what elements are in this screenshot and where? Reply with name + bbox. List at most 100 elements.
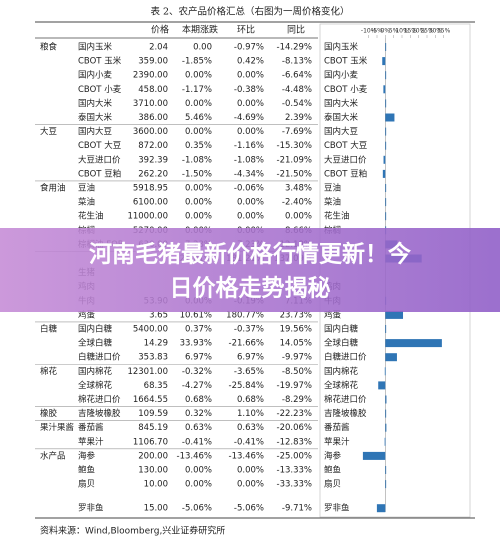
cell-value: 0.00%	[237, 466, 264, 476]
chart-category: 国内大米	[324, 98, 359, 109]
row-name: 鸡蛋	[78, 309, 96, 320]
chart-category: 海参	[324, 450, 342, 461]
group-label: 橡胶	[40, 408, 58, 419]
cell-value: -12.83%	[277, 437, 312, 447]
chart-category: CBOT 小麦	[324, 84, 368, 95]
cell-value: 0.00%	[185, 71, 212, 81]
cell-value: -6.64%	[282, 71, 312, 81]
row-name: 鲍鱼	[78, 465, 95, 476]
chart-category: 鲍鱼	[324, 465, 341, 476]
chart-category: 棉花进口价	[324, 394, 367, 405]
cell-value: -4.34%	[234, 169, 264, 179]
bar	[385, 310, 404, 319]
row-name: 苹果汁	[78, 436, 104, 447]
cell-value: -13.33%	[277, 466, 312, 476]
cell-value: -2.40%	[282, 198, 312, 208]
group-label: 棉花	[40, 366, 58, 377]
cell-value: -5.06%	[234, 504, 264, 514]
cell-value: 3710.00	[133, 99, 168, 109]
row-name: CBOT 玉米	[78, 56, 122, 67]
cell-value: 0.00%	[237, 127, 264, 137]
chart-category: 豆油	[324, 183, 341, 194]
group-label: 粮食	[40, 42, 58, 53]
chart-category: CBOT 豆粕	[324, 168, 367, 179]
cell-value: 14.29	[144, 339, 168, 349]
row-name: 白糖进口价	[78, 352, 121, 363]
cell-value: 2.04	[149, 43, 168, 53]
bar	[383, 85, 386, 94]
group-label: 果汁果酱	[40, 422, 75, 433]
group-label: 食用油	[40, 183, 66, 194]
row-name: CBOT 豆粕	[78, 168, 121, 179]
row-name: 扇贝	[78, 479, 95, 490]
chart-category: CBOT 大豆	[324, 140, 367, 151]
row-name: 大豆进口价	[78, 154, 121, 165]
cell-value: -19.97%	[277, 381, 312, 391]
cell-value: 3.65	[149, 310, 168, 320]
cell-value: -0.41%	[182, 437, 212, 447]
cell-value: -8.13%	[282, 57, 312, 67]
bar	[382, 169, 386, 178]
row-name: 国内白糖	[78, 324, 113, 335]
cell-value: 180.77%	[226, 310, 264, 320]
bar	[385, 184, 387, 192]
bar	[385, 212, 387, 221]
chart-category: 国内棉花	[324, 366, 359, 377]
cell-value: -0.54%	[282, 99, 312, 109]
bar	[385, 43, 387, 51]
cell-value: -1.08%	[182, 155, 212, 165]
bar	[382, 57, 386, 66]
chart-category: 大豆进口价	[324, 154, 367, 165]
cell-value: 0.00%	[185, 212, 212, 222]
cell-value: -21.50%	[277, 169, 312, 179]
cell-value: 200.00	[138, 451, 168, 461]
cell-value: 10.00	[144, 480, 168, 490]
chart-category: 国内玉米	[324, 42, 359, 53]
cell-value: 6100.00	[133, 198, 168, 208]
row-name: 菜油	[78, 197, 95, 208]
chart-category: 白糖进口价	[324, 352, 367, 363]
cell-value: 0.32%	[185, 409, 212, 419]
chart-category: 菜油	[324, 197, 341, 208]
cell-value: 33.93%	[180, 339, 212, 349]
bar	[384, 437, 386, 446]
cell-value: -4.69%	[234, 113, 264, 123]
cell-value: 3600.00	[133, 127, 168, 137]
cell-value: 130.00	[138, 466, 168, 476]
cell-value: 386.00	[138, 113, 168, 123]
cell-value: 872.00	[138, 141, 168, 151]
bar	[385, 198, 387, 207]
row-name: 全球白糖	[78, 338, 113, 349]
cell-value: 0.63%	[185, 423, 212, 433]
bar	[385, 339, 442, 348]
row-name: 棉花进口价	[78, 394, 121, 405]
chart-category: CBOT 玉米	[324, 56, 368, 67]
row-name: CBOT 小麦	[78, 84, 122, 95]
cell-value: -13.46%	[229, 451, 264, 461]
group-label: 水产品	[40, 450, 66, 461]
cell-value: -8.29%	[282, 395, 312, 405]
cell-value: 1106.70	[133, 437, 168, 447]
cell-value: 5.46%	[185, 113, 212, 123]
cell-value: -5.06%	[182, 504, 212, 514]
row-name: 国内棉花	[78, 366, 113, 377]
cell-value: -4.48%	[282, 85, 312, 95]
column-header: 本期涨跌	[182, 24, 218, 36]
cell-value: -0.38%	[234, 85, 264, 95]
cell-value: 262.20	[138, 169, 168, 179]
cell-value: 2.39%	[285, 113, 312, 123]
bar	[385, 325, 387, 333]
cell-value: 1664.55	[133, 395, 168, 405]
chart-category: 罗非鱼	[324, 503, 350, 514]
chart-category: 鸡蛋	[324, 309, 342, 320]
chart-category: 花生油	[324, 211, 350, 222]
cell-value: -1.08%	[234, 155, 264, 165]
cell-value: -25.00%	[277, 451, 312, 461]
cell-value: 1.10%	[237, 409, 264, 419]
cell-value: 0.00	[193, 43, 212, 53]
cell-value: -20.06%	[277, 423, 312, 433]
row-name: 吉隆坡橡胶	[78, 408, 121, 419]
chart-category: 国内白糖	[324, 324, 359, 335]
x-tick-label: 0%	[381, 28, 391, 35]
cell-value: -0.37%	[234, 325, 264, 335]
